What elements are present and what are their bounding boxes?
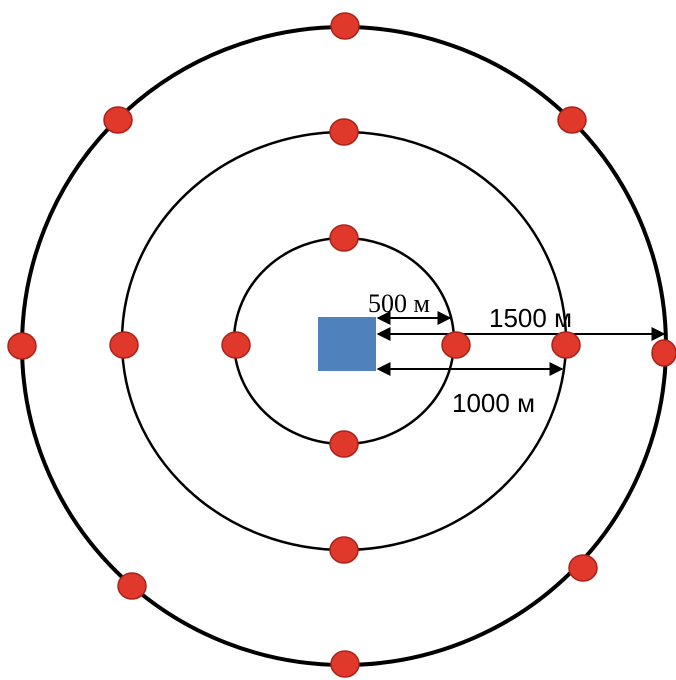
- point-inner-left: [221, 331, 251, 359]
- label-1500m: 1500 м: [489, 303, 572, 333]
- point-outer-bottom: [330, 650, 360, 678]
- point-middle-bottom: [329, 536, 359, 564]
- point-outer-top-right: [557, 106, 587, 134]
- point-outer-bottom-right: [568, 554, 598, 582]
- source-square: [318, 317, 376, 371]
- point-outer-top-left: [103, 106, 133, 134]
- point-middle-left: [109, 331, 139, 359]
- point-inner-bottom: [329, 430, 359, 458]
- point-middle-top: [329, 118, 359, 146]
- point-outer-bottom-left: [117, 572, 147, 600]
- point-outer-left: [7, 332, 37, 360]
- label-500m: 500 м: [368, 289, 430, 318]
- point-outer-right: [651, 339, 676, 367]
- point-middle-right: [551, 331, 581, 359]
- point-outer-top: [330, 12, 360, 40]
- point-inner-top: [329, 224, 359, 252]
- label-1000m: 1000 м: [452, 388, 535, 418]
- point-inner-right: [441, 331, 471, 359]
